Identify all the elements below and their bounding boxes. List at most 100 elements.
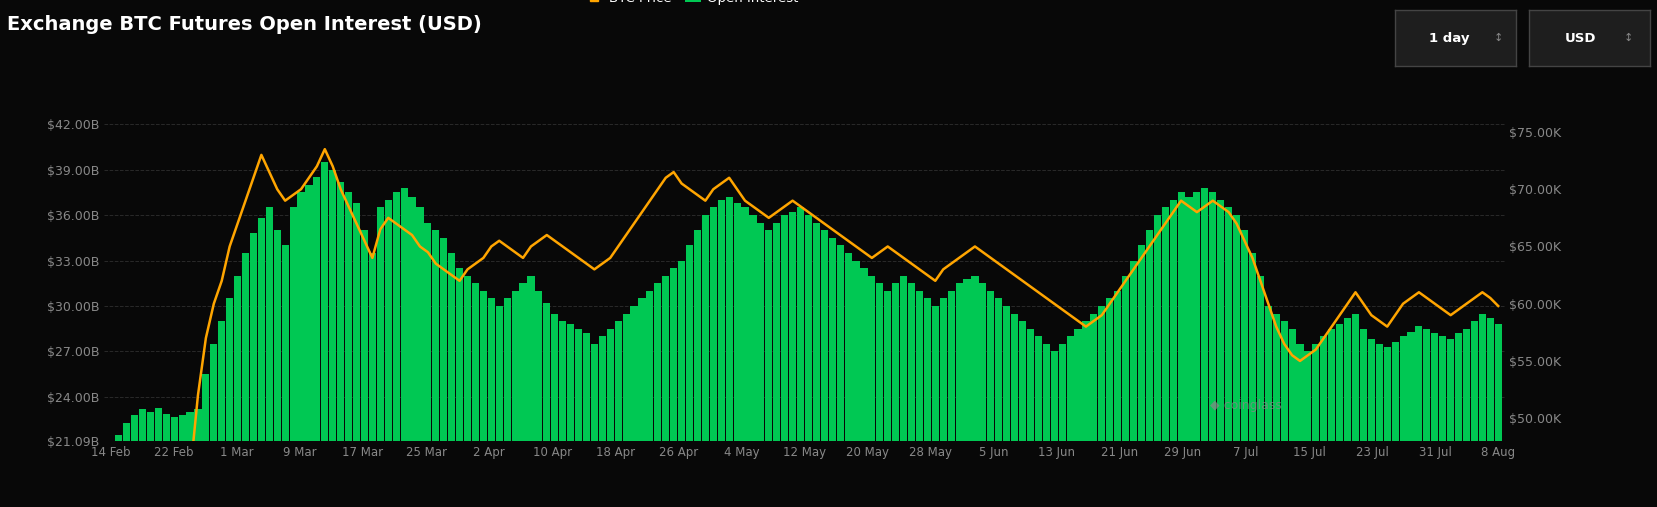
Bar (194, 409, 202, 507)
Bar (749, 215, 757, 507)
Bar (1162, 207, 1168, 507)
Bar (1042, 344, 1051, 507)
Bar (1423, 329, 1430, 507)
Bar (1099, 306, 1105, 507)
Bar (202, 374, 209, 507)
Bar (1107, 299, 1114, 507)
Bar (361, 230, 368, 507)
Bar (828, 238, 835, 507)
Bar (623, 314, 630, 507)
Bar (1051, 351, 1057, 507)
Bar (598, 336, 606, 507)
Bar (558, 321, 567, 507)
Bar (1082, 321, 1090, 507)
Bar (686, 245, 693, 507)
Bar (1384, 347, 1390, 507)
Bar (1233, 215, 1239, 507)
Bar (741, 207, 749, 507)
Bar (717, 200, 724, 507)
Bar (1210, 192, 1216, 507)
Bar (543, 303, 550, 507)
Bar (820, 230, 828, 507)
Bar (797, 207, 804, 507)
Bar (1415, 325, 1422, 507)
Bar (147, 412, 154, 507)
Bar (179, 415, 186, 507)
Bar (678, 261, 684, 507)
Bar (885, 291, 891, 507)
Bar (154, 408, 162, 507)
Bar (925, 299, 931, 507)
Bar (908, 283, 915, 507)
Text: 1 day: 1 day (1430, 31, 1470, 45)
Bar (646, 291, 653, 507)
Bar (1321, 336, 1327, 507)
Bar (703, 215, 709, 507)
Bar (877, 283, 883, 507)
Bar (669, 268, 678, 507)
Bar (1407, 332, 1415, 507)
Bar (1344, 318, 1350, 507)
Bar (313, 177, 320, 507)
Bar (1201, 188, 1208, 507)
Bar (860, 268, 868, 507)
Bar (416, 207, 424, 507)
Text: Exchange BTC Futures Open Interest (USD): Exchange BTC Futures Open Interest (USD) (7, 15, 482, 34)
Bar (837, 245, 843, 507)
Bar (1447, 339, 1455, 507)
Bar (495, 306, 502, 507)
Bar (258, 218, 265, 507)
Bar (615, 321, 621, 507)
Bar (1471, 321, 1478, 507)
Bar (321, 162, 328, 507)
Bar (1256, 276, 1264, 507)
Bar (931, 306, 940, 507)
Bar (630, 306, 638, 507)
Bar (1249, 253, 1256, 507)
Bar (1478, 314, 1486, 507)
Bar (393, 192, 399, 507)
Bar (1019, 321, 1026, 507)
Bar (948, 291, 954, 507)
Bar (370, 253, 376, 507)
Bar (353, 203, 360, 507)
Bar (789, 212, 795, 507)
Bar (1218, 200, 1225, 507)
Bar (464, 276, 471, 507)
Bar (1289, 329, 1296, 507)
Bar (187, 412, 194, 507)
Bar (1264, 306, 1273, 507)
Bar (1296, 344, 1304, 507)
Bar (988, 291, 994, 507)
Bar (1178, 192, 1185, 507)
Bar (805, 215, 812, 507)
Bar (1455, 333, 1461, 507)
Bar (1440, 336, 1447, 507)
Bar (1495, 324, 1501, 507)
Bar (663, 276, 669, 507)
Bar (108, 441, 114, 507)
Bar (487, 299, 495, 507)
Bar (131, 415, 138, 507)
Bar (694, 230, 701, 507)
Bar (1329, 329, 1336, 507)
Bar (734, 203, 741, 507)
Bar (606, 329, 613, 507)
Bar (290, 207, 297, 507)
Bar (424, 223, 431, 507)
Bar (282, 245, 288, 507)
Bar (1193, 192, 1201, 507)
Bar (210, 344, 217, 507)
Bar (250, 233, 257, 507)
Bar (114, 435, 123, 507)
Bar (592, 344, 598, 507)
Bar (171, 417, 177, 507)
Bar (963, 279, 971, 507)
Bar (1336, 324, 1344, 507)
Bar (757, 223, 764, 507)
Text: ↕: ↕ (1624, 33, 1634, 43)
Bar (345, 192, 353, 507)
Bar (519, 283, 527, 507)
Bar (441, 238, 447, 507)
Bar (162, 414, 169, 507)
